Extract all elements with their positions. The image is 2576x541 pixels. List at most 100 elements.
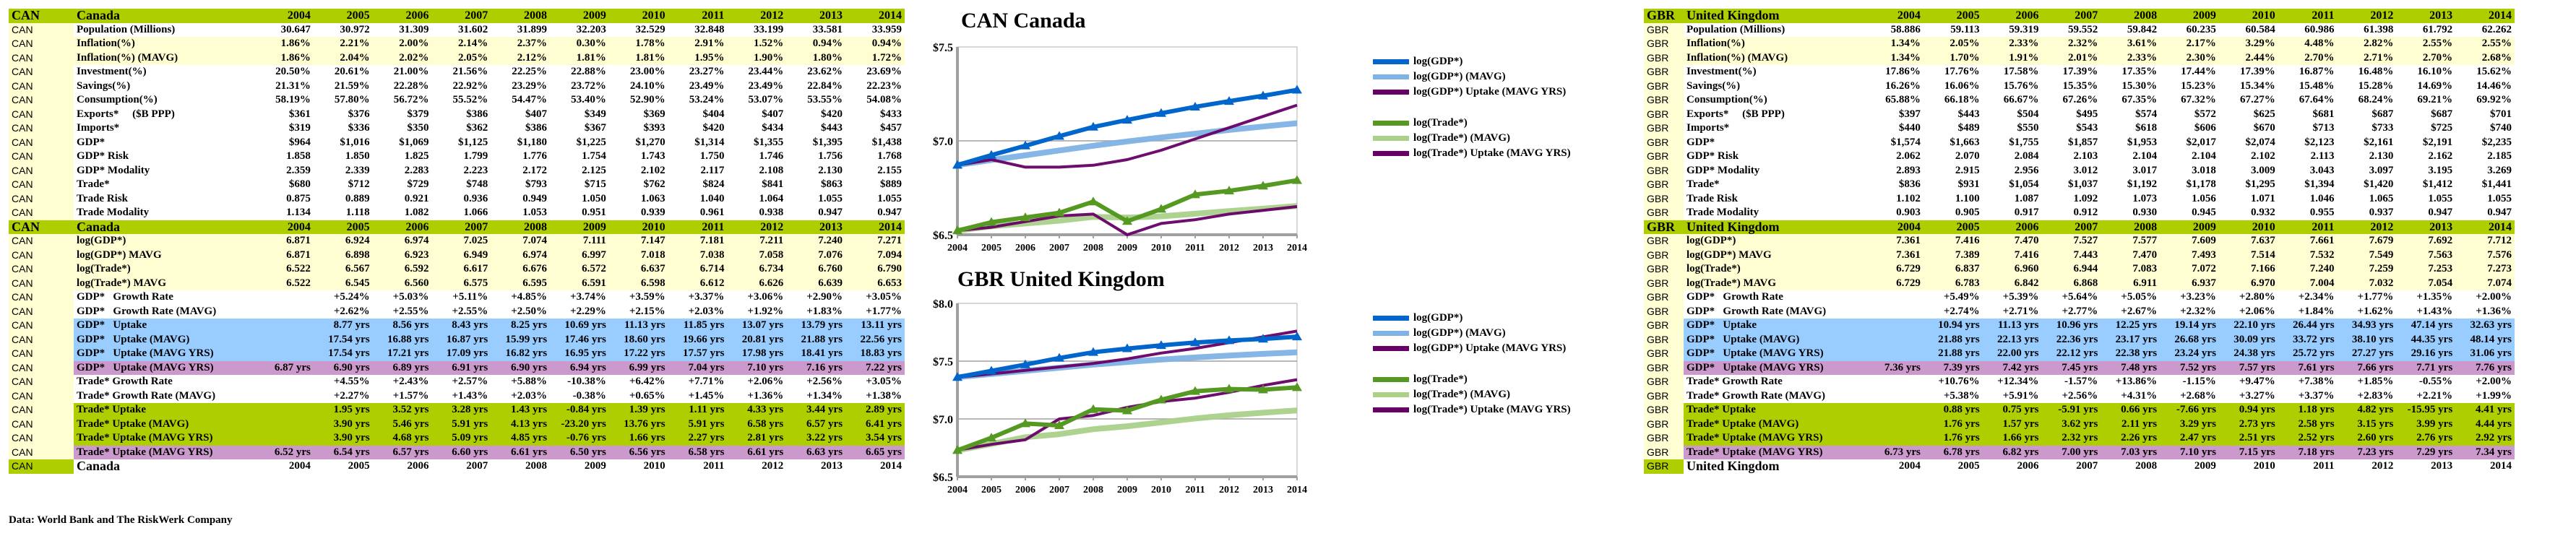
cell-value: 6.937 [2160,276,2219,290]
data-point-marker [1020,140,1030,150]
table-subheader-row: GBR United Kingdom 2004 2005 2006 2007 2008 200… [1644,459,2515,474]
data-point-marker [1020,418,1030,428]
cell-value: $2,123 [2278,135,2338,150]
year-header: 2008 [491,9,551,23]
cell-value: 1.092 [2041,191,2101,206]
cell-value: +7.71% [668,375,728,389]
cell-value: 1.70% [1923,51,1983,65]
cell-value: +3.05% [845,290,905,305]
cell-value: 3.012 [2041,163,2101,178]
cell-value: 1.34% [1864,51,1924,65]
row-country-code: CAN [9,79,74,93]
cell-value: 6.639 [786,276,846,290]
cell-value: 2.26 yrs [2101,431,2161,446]
row-label: Trade* [74,178,255,192]
year-header: 2007 [431,9,491,23]
legend-item: log(GDP*) (MAVG) [1373,326,1571,341]
row-label: Exports* ($B PPP) [74,107,255,121]
cell-value: 1.850 [313,150,373,164]
cell-value: $1,412 [2396,178,2456,192]
table-row: CAN Trade* Uptake (MAVG) 3.90 yrs 5.46 yrs 5… [9,417,905,431]
cell-value: 15.62% [2455,65,2515,79]
cell-value: 23.27% [668,65,728,79]
cell-value: +2.55% [431,304,491,319]
cell-value: 2010 [2253,460,2275,472]
cell-value: -0.55% [2396,375,2456,389]
cell-value: 0.949 [491,191,551,206]
year-header: 2006 [1982,9,2042,23]
table-row: CAN GDP* Growth Rate (MAVG) +2.62% +2.55% +2… [9,304,905,319]
cell-value: 2.51 yrs [2218,431,2278,446]
cell-value: 1.066 [431,206,491,220]
cell-value: 0.889 [313,191,373,206]
cell-value: 2008 [2135,460,2158,472]
cell-value: 4.44 yrs [2455,417,2515,431]
y-tick-label: $8.0 [933,298,953,311]
cell-value: 19.14 yrs [2160,319,2219,333]
data-point-marker [1224,186,1234,195]
cell-value [1864,332,1924,347]
cell-value: 31.899 [491,22,551,37]
cell-value: 14.46% [2455,79,2515,93]
cell-value [1864,417,1924,431]
table-row: GBR Imports* $440 $489 $550 $543 $618 $606 $670 $… [1644,121,2515,136]
data-point-marker [986,365,996,375]
cell-value: 7.416 [1923,234,1983,248]
cell-value: 6.729 [1864,276,1924,290]
cell-value: 2006 [372,220,432,234]
row-label: Canada [77,459,121,473]
cell-value: 2006 [1982,220,2042,234]
data-point-marker [1020,359,1030,368]
cell-value: 6.676 [491,262,551,277]
row-label: Inflation(%) (MAVG) [1684,51,1865,65]
cell-value: 14.69% [2396,79,2456,93]
cell-value: 0.94 yrs [2218,403,2278,417]
cell-value: 2013 [821,460,843,472]
cell-value: +1.35% [2396,290,2456,305]
cell-value: $670 [2218,121,2278,136]
cell-value: 2.102 [608,163,668,178]
year-header: 2014 [845,9,905,23]
cell-value: 7.072 [2160,262,2219,277]
table-row: GBR log(GDP*) MAVG 7.361 7.389 7.416 7.443 7.4… [1644,248,2515,262]
cell-value: 0.939 [608,206,668,220]
cell-value: +2.06% [727,375,787,389]
cell-value: +5.11% [431,290,491,305]
cell-value: 0.30% [550,37,609,51]
row-label: Trade* Growth Rate (MAVG) [74,389,255,403]
cell-value: +4.55% [313,375,373,389]
cell-value: 26.44 yrs [2278,319,2338,333]
cell-value: +1.43% [2396,304,2456,319]
cell-value: 7.076 [786,248,846,262]
cell-value: 23.17 yrs [2101,332,2161,347]
cell-value: $2,235 [2455,135,2515,150]
table-row: CAN GDP* Uptake (MAVG) 17.54 yrs 16.88 yrs 1… [9,332,905,347]
cell-value: $1,314 [668,135,728,150]
cell-value: $407 [491,107,551,121]
x-tick-label: 2008 [1083,243,1103,254]
row-country-code: GBR [1644,22,1684,37]
cell-value: +2.15% [608,304,668,319]
cell-value: 7.253 [2396,262,2456,277]
legend-label: log(GDP*) (MAVG) [1413,327,1506,339]
legend-swatch [1373,331,1409,336]
country-name-header: United Kingdom [1684,9,1865,23]
row-country-code: CAN [9,191,74,206]
cell-value: $713 [2278,121,2338,136]
row-country-code: GBR [1644,347,1684,361]
table-row: GBR Trade* Growth Rate (MAVG) +5.38% +5.91%… [1644,389,2515,403]
cell-value: 7.470 [2101,248,2161,262]
chart-legend-gbr: log(GDP*) log(GDP*) (MAVG) log(GDP*) Uptak… [1373,311,1571,417]
cell-value: 13.79 yrs [786,319,846,333]
row-country-code: CAN [9,121,74,136]
cell-value: 23.44% [727,65,787,79]
data-point-marker [1088,404,1098,413]
cell-value: 1.66 yrs [608,431,668,446]
row-country-code: CAN [9,22,74,37]
cell-value: +4.31% [2101,389,2161,403]
cell-value: 6.57 yrs [786,417,846,431]
row-country-code: GBR [1644,248,1684,262]
row-label: GDP* [74,135,255,150]
cell-value: 2.33% [2101,51,2161,65]
cell-value: $863 [786,178,846,192]
